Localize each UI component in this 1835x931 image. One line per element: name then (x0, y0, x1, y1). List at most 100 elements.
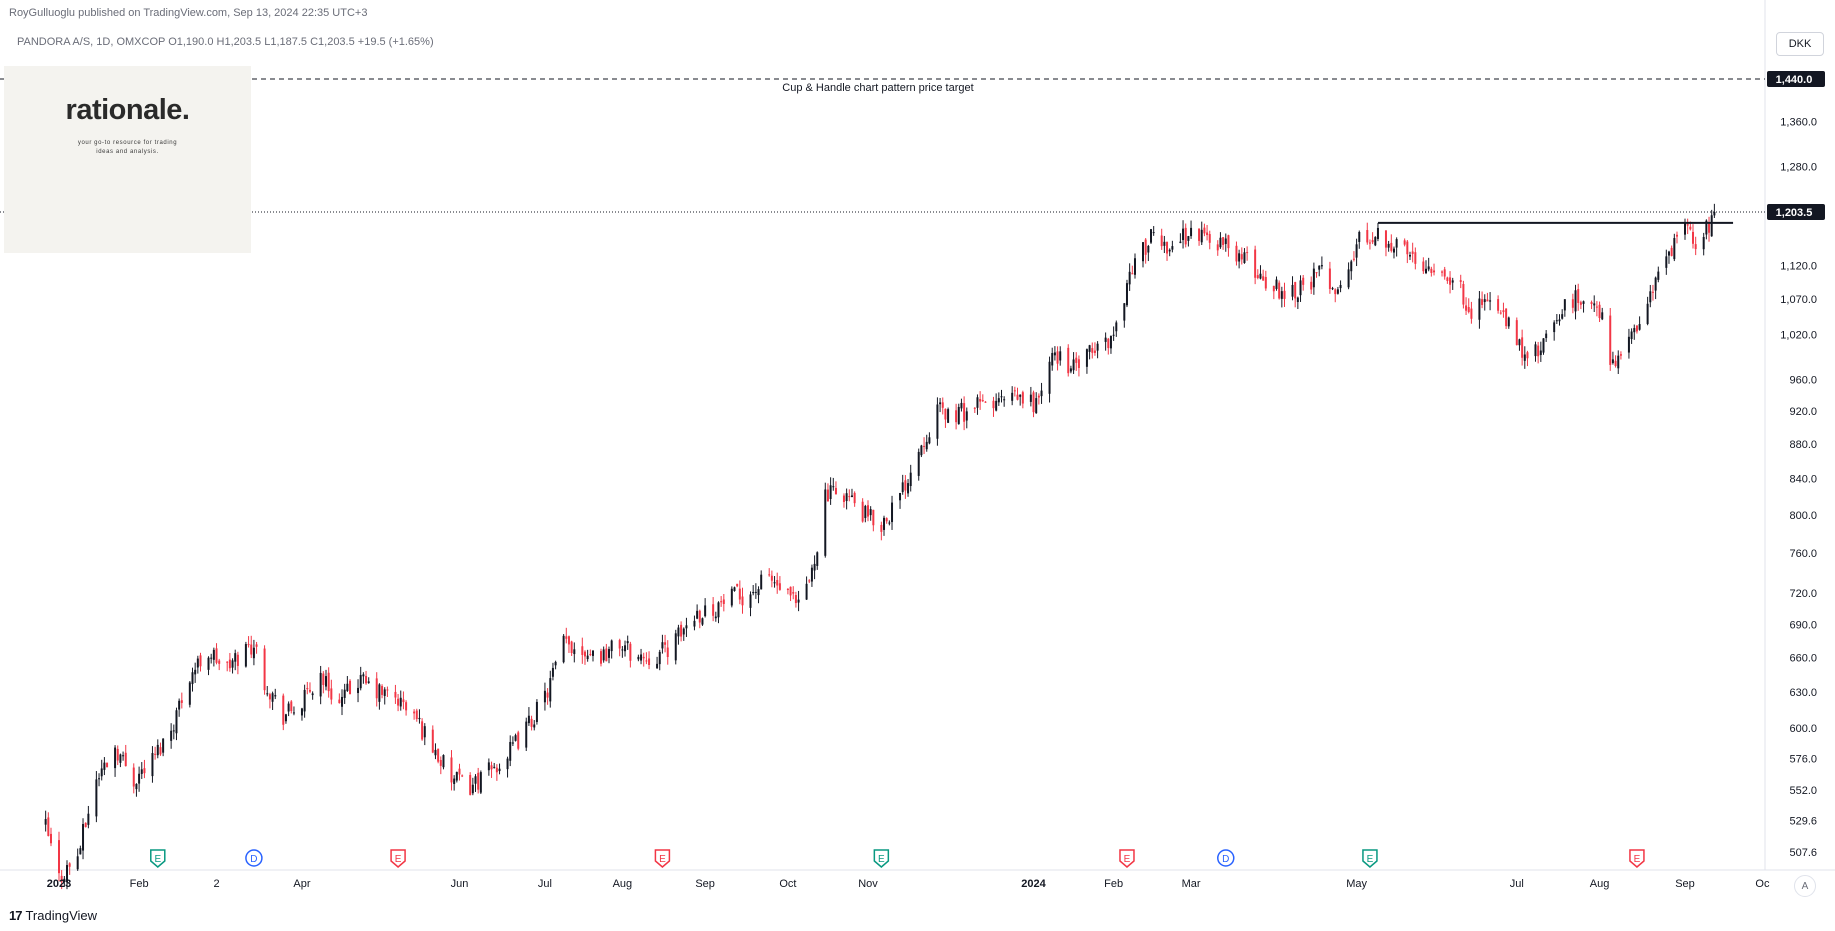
earnings-icon (150, 849, 166, 868)
candle-body (1694, 244, 1697, 250)
candle-body (1609, 315, 1612, 365)
candle-body (1574, 290, 1577, 312)
candle-body (1222, 237, 1225, 245)
earnings-icon (390, 849, 406, 868)
candle-body (960, 402, 963, 409)
candle-body (1366, 230, 1369, 243)
candle-body (773, 582, 776, 584)
candle-body (1296, 297, 1299, 303)
candle-body (979, 399, 982, 402)
candle-body (973, 407, 976, 409)
candle-body (199, 655, 202, 667)
candle-body (776, 579, 779, 586)
candle-body (864, 505, 867, 519)
candle-body (1486, 299, 1489, 302)
candle-body (1518, 339, 1521, 346)
candle-body (1112, 334, 1115, 336)
time-tick-label: Aug (1590, 878, 1610, 890)
candle-body (944, 408, 947, 420)
auto-scale-button[interactable]: A (1794, 875, 1816, 897)
candle-body (981, 400, 984, 402)
candle-body (1109, 335, 1112, 349)
candle-body (434, 749, 437, 756)
currency-button[interactable]: DKK (1776, 32, 1824, 56)
candle-body (610, 640, 613, 652)
candle-body (786, 589, 789, 591)
candle-body (1160, 235, 1163, 247)
candle-body (1291, 284, 1294, 297)
candle-body (907, 483, 910, 494)
rationale-tagline: your go-to resource for trading ideas an… (4, 139, 251, 157)
candle-body (741, 596, 744, 606)
earnings-icon (1629, 849, 1645, 868)
candle-body (1542, 338, 1545, 353)
candle-body (60, 875, 63, 882)
candle-body (1443, 269, 1446, 277)
time-tick-label: 2024 (1021, 878, 1046, 890)
candle-body (1283, 290, 1286, 299)
candle-body (1131, 273, 1134, 275)
candle-body (1067, 347, 1070, 374)
candle-body (682, 628, 685, 635)
candle-body (212, 649, 215, 660)
candle-body (1019, 394, 1022, 397)
candle-body (680, 624, 683, 637)
candle-body (1392, 248, 1395, 253)
candle-body (1667, 251, 1670, 256)
candle-body (413, 711, 416, 714)
candle-body (984, 401, 987, 403)
candle-body (1190, 227, 1193, 237)
candle-body (714, 616, 717, 619)
candle-body (290, 701, 293, 712)
candle-body (1312, 268, 1315, 288)
candle-body (1125, 283, 1128, 306)
candle-body (1358, 231, 1361, 242)
time-tick-label: Feb (130, 878, 149, 890)
candle-body (154, 753, 157, 755)
time-tick-label: Sep (695, 878, 715, 890)
candle-body (754, 591, 757, 593)
candle-body (1478, 298, 1481, 320)
candle-body (138, 773, 141, 784)
tradingview-brand[interactable]: 17 TradingView (9, 908, 97, 923)
candle-body (1590, 302, 1593, 305)
candle-body (95, 779, 98, 817)
candle-body (562, 635, 565, 663)
candle-body (1449, 277, 1452, 285)
candle-body (116, 748, 119, 761)
candle-body (1107, 338, 1110, 349)
candle-body (1003, 399, 1006, 401)
price-tick-label: 552.0 (1789, 785, 1817, 797)
candle-body (1142, 242, 1144, 262)
candle-body (832, 486, 835, 488)
candle-body (263, 648, 266, 691)
candle-body (842, 495, 845, 502)
event-marker-letter: E (1124, 854, 1131, 865)
candle-body (1521, 337, 1524, 358)
candle-body (1216, 244, 1219, 251)
candle-body (965, 411, 968, 421)
candle-body (306, 688, 309, 690)
candle-body (888, 522, 891, 524)
candle-body (178, 700, 181, 710)
candle-body (899, 493, 902, 501)
time-tick-label: Oct (779, 878, 796, 890)
candlestick-series (44, 203, 1716, 890)
candle-body (1619, 354, 1622, 356)
candle-body (431, 729, 434, 753)
last-price-badge-bg (1767, 204, 1825, 221)
candle-body (1040, 390, 1043, 397)
symbol-ohlc-legend: PANDORA A/S, 1D, OMXCOP O1,190.0 H1,203.… (17, 36, 434, 48)
candle-body (1163, 241, 1166, 246)
price-tick-label: 960.0 (1789, 375, 1817, 387)
last-price-badge: 1,203.5 (1776, 207, 1813, 219)
candle-body (1320, 265, 1323, 267)
candle-body (1654, 277, 1657, 291)
candle-body (1243, 252, 1246, 263)
candle-body (1507, 317, 1510, 327)
candle-body (1483, 299, 1486, 303)
candle-body (1166, 241, 1169, 254)
candle-body (957, 406, 960, 425)
candle-body (685, 625, 688, 629)
